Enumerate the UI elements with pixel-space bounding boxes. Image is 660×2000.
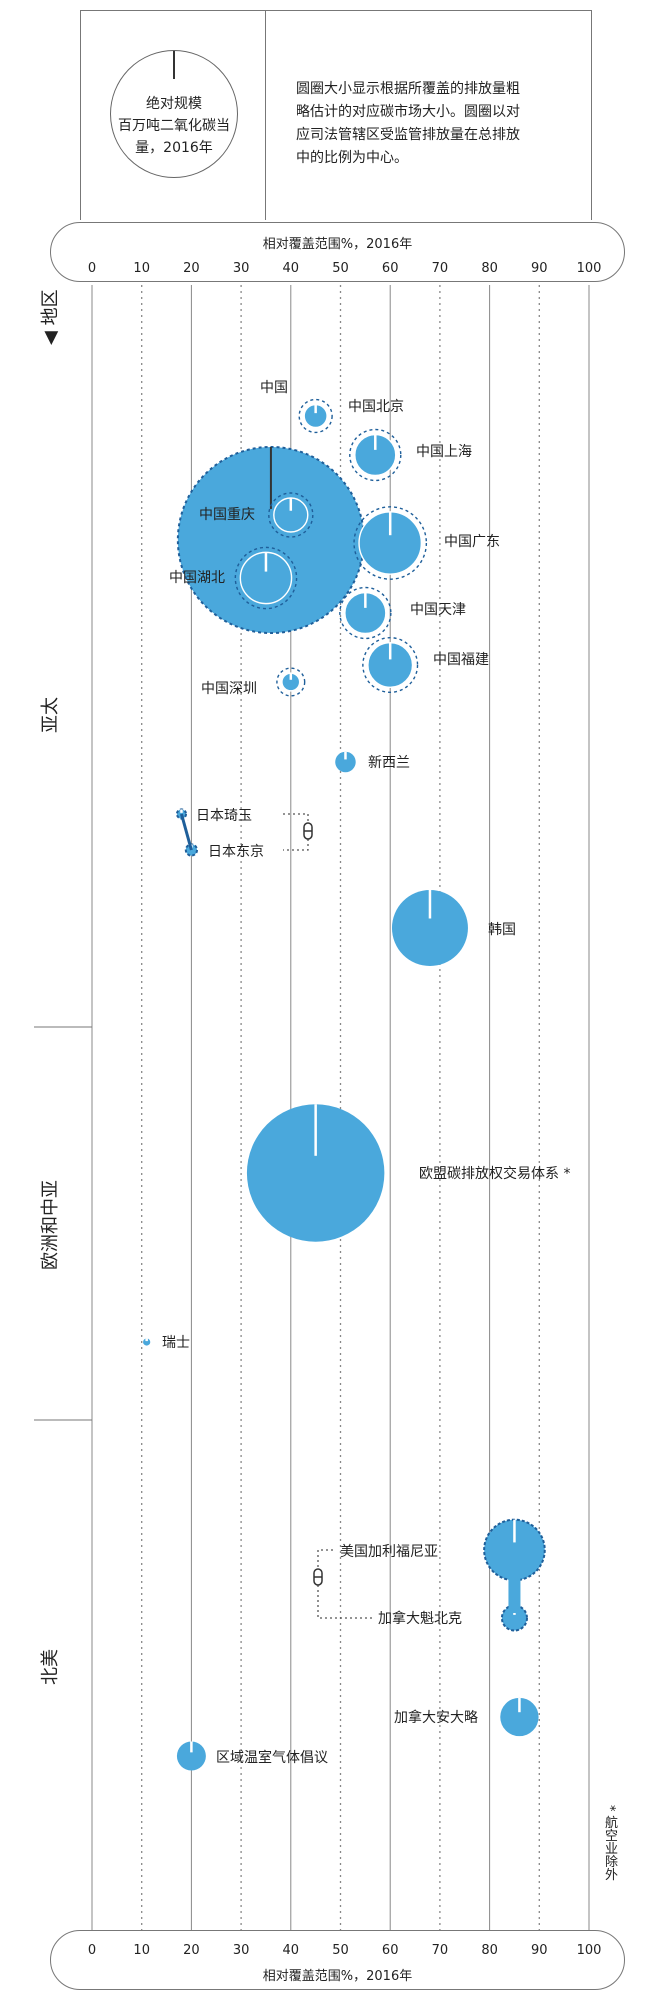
x-tick-label-bottom-50: 50 bbox=[332, 1943, 349, 1958]
x-tick-label-top-10: 10 bbox=[133, 261, 150, 276]
bubble-label-16: 加拿大魁北克 bbox=[378, 1610, 462, 1627]
bubble-outline-5 bbox=[234, 546, 298, 610]
bubble-label-5: 中国湖北 bbox=[169, 570, 225, 586]
x-tick-label-top-100: 100 bbox=[577, 261, 602, 276]
legend-scale-label: 绝对规模 百万吨二氧化碳当 量，2016年 bbox=[118, 96, 230, 156]
bubble-13 bbox=[246, 1104, 385, 1242]
x-tick-label-top-20: 20 bbox=[183, 261, 200, 276]
bubble-label-8: 中国深圳 bbox=[201, 681, 257, 697]
bubble-outline-6 bbox=[339, 586, 392, 640]
bubble-outline-3 bbox=[268, 492, 314, 538]
bubble-label-10: 日本琦玉 bbox=[196, 808, 252, 824]
bubble-label-13: 欧盟碳排放权交易体系 * bbox=[419, 1165, 570, 1182]
bubble-label-3: 中国重庆 bbox=[199, 507, 255, 523]
x-tick-label-top-80: 80 bbox=[481, 261, 498, 276]
japan-link-connector bbox=[180, 813, 193, 851]
ca-qc-bridge bbox=[508, 1570, 521, 1613]
legend-scale-circle bbox=[110, 50, 238, 178]
x-tick-label-bottom-30: 30 bbox=[233, 1943, 250, 1958]
legend-divider bbox=[265, 10, 266, 220]
x-axis-top: 相对覆盖范围%，2016年 bbox=[50, 222, 625, 282]
bubble-label-4: 中国广东 bbox=[444, 534, 500, 550]
bubble-outline-7 bbox=[362, 636, 419, 694]
x-tick-label-top-0: 0 bbox=[88, 261, 96, 276]
x-tick-label-bottom-90: 90 bbox=[531, 1943, 548, 1958]
bubble-label-7: 中国福建 bbox=[433, 652, 489, 668]
x-tick-label-bottom-60: 60 bbox=[382, 1943, 399, 1958]
x-tick-label-top-50: 50 bbox=[332, 261, 349, 276]
region-label-0: 亚太 bbox=[40, 697, 61, 733]
bubble-outline-2 bbox=[349, 428, 402, 482]
bubble-16 bbox=[500, 1604, 528, 1632]
bubble-label-15: 美国加利福尼亚 bbox=[340, 1544, 438, 1560]
bubble-outline-1 bbox=[298, 398, 333, 434]
x-tick-label-bottom-20: 20 bbox=[183, 1943, 200, 1958]
bubble-label-17: 加拿大安大略 bbox=[394, 1709, 478, 1726]
x-tick-label-bottom-100: 100 bbox=[577, 1943, 602, 1958]
bubble-17 bbox=[500, 1697, 539, 1737]
x-axis-bottom: 相对覆盖范围%，2016年 bbox=[50, 1930, 625, 1990]
bubble-label-2: 中国上海 bbox=[416, 444, 472, 460]
bubble-18 bbox=[176, 1741, 206, 1771]
legend-scale-tick bbox=[173, 51, 175, 79]
legend-description: 圆圈大小显示根据所覆盖的排放量粗 略估计的对应碳市场大小。圆圈以对 应司法管辖区… bbox=[296, 81, 520, 166]
region-title-label: ◀ 地区 bbox=[40, 289, 61, 345]
x-axis-title-bottom: 相对覆盖范围%，2016年 bbox=[262, 1969, 413, 1984]
x-tick-label-top-30: 30 bbox=[233, 261, 250, 276]
x-tick-label-top-60: 60 bbox=[382, 261, 399, 276]
na-link-bracket bbox=[317, 1549, 372, 1619]
bubble-label-14: 瑞士 bbox=[162, 1335, 190, 1351]
bubble-label-0: 中国 bbox=[260, 380, 288, 396]
x-tick-label-top-90: 90 bbox=[531, 261, 548, 276]
bubble-9 bbox=[335, 751, 356, 773]
x-tick-label-top-40: 40 bbox=[283, 261, 300, 276]
bubble-outline-4 bbox=[353, 506, 428, 580]
x-tick-label-bottom-10: 10 bbox=[133, 1943, 150, 1958]
x-tick-label-top-70: 70 bbox=[432, 261, 449, 276]
x-tick-label-bottom-70: 70 bbox=[432, 1943, 449, 1958]
bubble-14 bbox=[143, 1338, 151, 1346]
legend-box bbox=[80, 10, 592, 220]
bubble-label-11: 日本东京 bbox=[208, 844, 264, 860]
bubble-label-18: 区域温室气体倡议 bbox=[216, 1749, 328, 1766]
region-label-2: 北美 bbox=[40, 1649, 61, 1685]
x-tick-label-bottom-80: 80 bbox=[481, 1943, 498, 1958]
x-tick-label-bottom-0: 0 bbox=[88, 1943, 96, 1958]
bubble-label-12: 韩国 bbox=[488, 922, 516, 938]
region-label-1: 欧洲和中亚 bbox=[40, 1180, 61, 1270]
footnote: * 航空业除外 bbox=[602, 1805, 617, 1881]
bubble-outline-8 bbox=[276, 667, 306, 697]
bubble-label-6: 中国天津 bbox=[410, 602, 466, 618]
bubble-label-1: 中国北京 bbox=[348, 399, 404, 415]
bubble-12 bbox=[391, 890, 468, 966]
bubble-label-9: 新西兰 bbox=[368, 755, 410, 771]
x-tick-label-bottom-40: 40 bbox=[283, 1943, 300, 1958]
x-axis-title-top: 相对覆盖范围%，2016年 bbox=[262, 237, 413, 252]
